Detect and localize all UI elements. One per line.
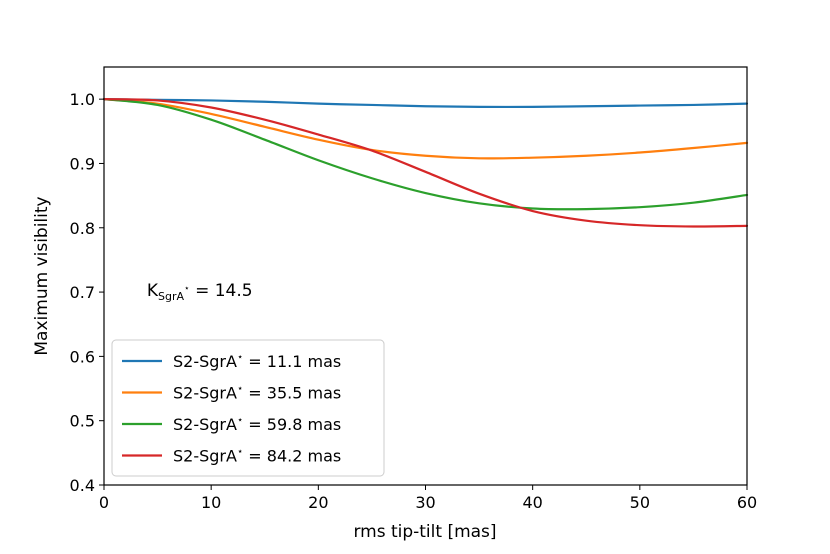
x-tick-label: 60 (737, 493, 757, 512)
x-tick-label: 20 (308, 493, 328, 512)
y-tick-label: 0.4 (70, 476, 95, 495)
x-axis-label: rms tip-tilt [mas] (353, 522, 496, 542)
y-tick-label: 0.5 (70, 412, 95, 431)
series-line-1 (102, 98, 749, 109)
legend-entry-2: S2-SgrA⋆ = 35.5 mas (173, 384, 341, 403)
y-tick-label: 0.9 (70, 154, 95, 173)
y-tick-label: 0.6 (70, 347, 95, 366)
legend: S2-SgrA⋆ = 11.1 mas S2-SgrA⋆ = 35.5 mas S2… (111, 339, 385, 477)
y-tick-label: 0.7 (70, 283, 95, 302)
k-magnitude-annotation: KSgrA⋆ = 14.5 (147, 281, 253, 303)
legend-box (111, 339, 385, 477)
legend-entry-4: S2-SgrA⋆ = 84.2 mas (173, 447, 341, 466)
series-line-3 (102, 98, 749, 211)
plot-area (102, 98, 749, 228)
x-tick-label: 50 (630, 493, 650, 512)
x-tick-label: 0 (99, 493, 109, 512)
x-tick-label: 10 (201, 493, 221, 512)
series-line-2 (102, 98, 749, 160)
legend-entry-1: S2-SgrA⋆ = 11.1 mas (173, 352, 341, 371)
y-tick-label: 1.0 (70, 90, 95, 109)
x-tick-label: 40 (522, 493, 542, 512)
y-axis-label: Maximum visibility (32, 196, 52, 355)
series-line-4 (102, 98, 749, 228)
y-tick-label: 0.8 (70, 219, 95, 238)
x-tick-label: 30 (415, 493, 435, 512)
legend-entry-3: S2-SgrA⋆ = 59.8 mas (173, 415, 341, 434)
axis-ticks: 0 10 20 30 40 50 60 0.4 0.5 0.6 0.7 0.8 0.9 1.0 (70, 90, 758, 512)
